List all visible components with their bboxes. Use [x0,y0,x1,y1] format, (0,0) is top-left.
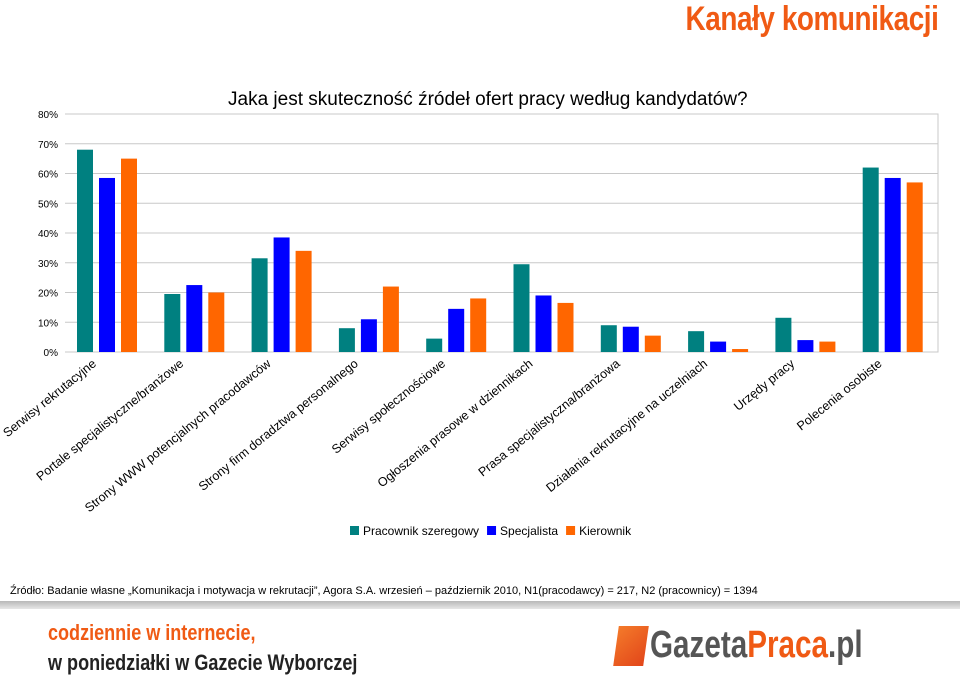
source-note: Źródło: Badanie własne „Komunikacja i mo… [10,585,758,597]
plot-frame [65,113,939,353]
gazetapraca-logo: GazetaPraca.pl [613,620,936,672]
bar [295,250,312,352]
bar [819,341,836,352]
logo-part-1: Gazeta [650,624,748,666]
bar [906,182,923,352]
bar [513,264,530,352]
bar [273,237,290,352]
bar [448,308,465,352]
bar [775,317,792,352]
legend-label: Specjalista [500,524,558,538]
chart-title: Jaka jest skuteczność źródeł ofert pracy… [228,89,748,110]
x-tick-label: Działania rekrutacyjne na uczelniach [544,356,711,495]
bar [121,158,137,352]
bar [338,328,355,352]
legend-swatch [350,526,359,535]
bar-chart: 0% 10% 20% 30% 40% 50% 60% 70% 80% Jaka jest sku… [0,89,939,538]
x-tick-label: Polecenia osobiste [794,356,884,433]
x-tick-label: Ogłoszenia prasowe w dziennikach [375,356,536,490]
bar [600,325,617,352]
x-tick-label: Strony WWW potencjalnych pracodawców [82,356,274,515]
legend-swatch [487,526,497,535]
y-tick-label: 50% [38,199,58,210]
footer-banner: codziennie w internecie, w poniedziałki … [0,598,960,681]
legend-swatch [566,526,576,535]
bar [164,293,181,352]
logo-part-2: Praca [747,624,828,666]
y-tick-label: 70% [38,140,58,151]
bar [470,298,487,352]
bar [208,292,225,352]
y-tick-label: 40% [38,229,58,240]
bar [251,258,268,352]
bar [557,302,574,352]
x-tick-label: Serwisy rekrutacyjne [0,356,98,439]
y-tick-label: 30% [38,259,58,270]
y-axis-ticks: 0% 10% 20% 30% 40% 50% 60% 70% 80% [38,110,58,359]
bar [186,285,203,352]
bar [862,167,879,352]
legend-label: Kierownik [579,524,632,538]
y-tick-label: 20% [38,289,58,300]
bar [884,177,901,352]
bar [426,338,443,352]
bar [77,149,93,352]
bar [622,326,639,352]
x-tick-label: Prasa specjalistyczna/branżowa [476,356,623,479]
legend: Pracownik szeregowy Specjalista Kierownik [350,524,632,538]
bars [77,149,923,352]
bar [688,331,705,352]
footer-divider [0,601,960,609]
bar [360,319,377,352]
x-tick-label: Portale specjalistyczne/branżowe [34,356,186,483]
header-title: Kanały komunikacji [685,0,938,38]
x-tick-label: Strony firm doradztwa personalnego [196,356,361,493]
promo-line-1: codziennie w internecie, [48,620,256,645]
bar [644,335,661,352]
y-tick-label: 0% [44,348,59,359]
x-tick-label: Urzędy pracy [731,356,798,414]
bar [535,295,552,352]
y-tick-label: 10% [38,318,58,329]
promo-line-2: w poniedziałki w Gazecie Wyborczej [48,650,358,675]
logo-square-icon [613,626,649,666]
legend-label: Pracownik szeregowy [363,524,479,538]
y-tick-label: 80% [38,110,58,121]
bar [710,341,727,352]
bar [99,177,115,352]
bar [797,340,814,352]
bar [382,286,399,352]
bar [732,349,749,352]
logo-part-3: .pl [827,624,863,666]
y-tick-label: 60% [38,170,58,181]
